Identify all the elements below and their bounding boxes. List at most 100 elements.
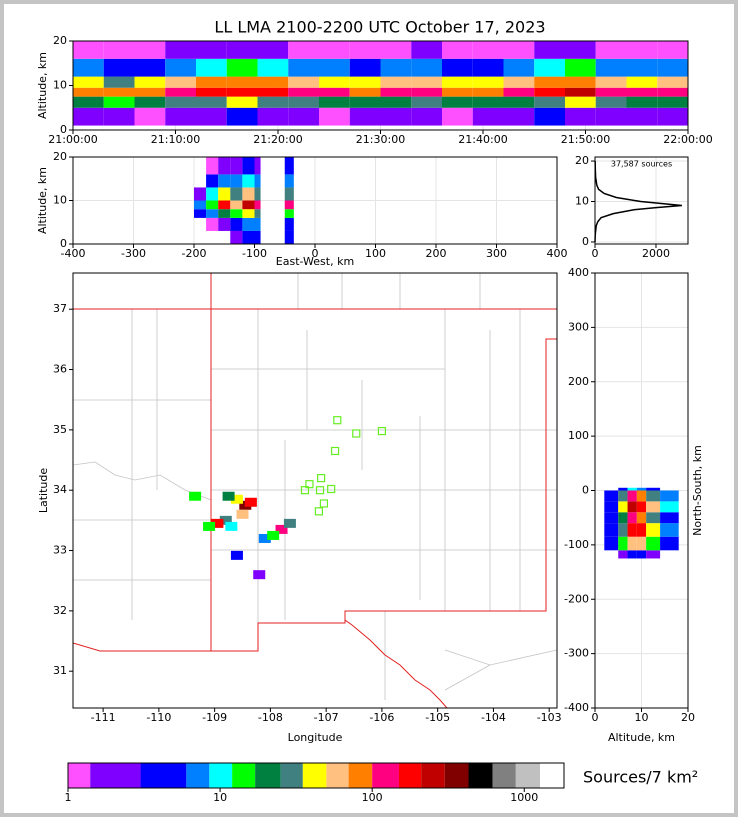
colorbar-segment <box>326 763 349 788</box>
y-tick-label: 10 <box>53 194 67 207</box>
density-cell <box>636 550 647 559</box>
density-cell <box>261 174 279 187</box>
density-cell <box>284 187 294 201</box>
density-cell <box>206 231 218 244</box>
density-cell <box>646 512 661 524</box>
density-cell <box>218 231 230 244</box>
density-cell <box>595 41 627 59</box>
x-tick-label: 21:40:00 <box>458 133 507 146</box>
x-axis-label: East-West, km <box>276 255 354 268</box>
density-point <box>230 494 243 504</box>
density-cell <box>257 96 289 108</box>
axes-frame <box>67 762 565 789</box>
colorbar-segment <box>90 763 141 788</box>
density-cell <box>284 230 294 244</box>
y-tick-label: 20 <box>53 34 67 47</box>
x-tick-label: 1000 <box>510 791 538 804</box>
density-cell <box>349 87 381 97</box>
x-tick-label: 2000 <box>642 247 670 260</box>
density-cell <box>442 41 473 59</box>
density-cell <box>595 87 627 97</box>
density-point <box>189 491 202 501</box>
density-cell <box>194 218 206 231</box>
y-tick-label: 36 <box>53 363 67 376</box>
y-tick-label: -200 <box>564 592 589 605</box>
density-cell <box>254 187 261 201</box>
rio-grande <box>344 619 448 708</box>
density-cell <box>226 87 258 97</box>
station <box>305 480 314 489</box>
density-cell <box>618 490 628 502</box>
map-base <box>73 273 557 708</box>
density-cell <box>279 174 285 187</box>
colorbar-segment <box>209 763 233 788</box>
density-cell <box>349 76 381 88</box>
x-tick-label: -103 <box>537 711 562 724</box>
density-cell <box>380 107 412 126</box>
density-cell <box>627 512 637 524</box>
axes-frame <box>594 156 689 245</box>
density-cell <box>261 231 279 244</box>
density-cell <box>646 523 661 537</box>
density-cell <box>242 217 255 231</box>
y-axis-label: Altitude, km <box>36 167 49 234</box>
density-point <box>211 518 224 528</box>
density-cell <box>565 87 596 97</box>
density-cell <box>279 187 285 200</box>
y-tick-label: 20 <box>53 150 67 163</box>
density-cell <box>349 41 381 59</box>
density-cell <box>534 96 565 108</box>
density-cell <box>206 174 219 188</box>
y-tick-label: 20 <box>575 154 589 167</box>
density-cell <box>442 58 473 77</box>
y-tick-label: 200 <box>568 375 589 388</box>
density-cell <box>194 200 207 210</box>
density-cell <box>194 231 206 244</box>
density-cell <box>230 187 243 201</box>
density-cell <box>565 76 596 88</box>
density-cell <box>242 209 255 218</box>
density-cell <box>257 107 289 126</box>
y-tick-label: 33 <box>53 544 67 557</box>
density-cell <box>604 550 618 558</box>
x-tick-label: -108 <box>258 711 283 724</box>
density-cell <box>565 96 596 108</box>
density-cell <box>73 107 104 126</box>
density-point <box>225 521 238 531</box>
density-cell <box>288 107 319 126</box>
density-point <box>283 518 296 528</box>
density-cell <box>503 41 535 59</box>
density-cell <box>103 76 135 88</box>
density-cell <box>279 231 285 244</box>
density-cell <box>411 76 442 88</box>
density-cell <box>636 487 647 491</box>
density-cell <box>261 201 279 210</box>
density-cell <box>646 501 661 513</box>
density-cell <box>565 107 596 126</box>
profile-line <box>594 161 682 243</box>
density-cell <box>534 76 565 88</box>
x-tick-label: -111 <box>91 711 116 724</box>
density-cell <box>134 87 166 97</box>
density-cell <box>380 87 412 97</box>
density-cell <box>534 41 565 59</box>
colorbar-label: Sources/7 km² <box>583 768 698 787</box>
density-cell <box>660 490 679 502</box>
axes-frame <box>72 272 558 709</box>
station <box>317 474 326 483</box>
y-tick-label: 32 <box>53 604 67 617</box>
station <box>352 429 361 438</box>
x-tick-label: -105 <box>425 711 450 724</box>
density-cell <box>411 96 442 108</box>
density-cell <box>73 96 104 108</box>
density-cell <box>218 200 231 210</box>
density-point <box>253 570 266 580</box>
density-cell <box>636 523 647 537</box>
density-cell <box>165 41 196 59</box>
density-cell <box>319 107 350 126</box>
density-cell <box>646 490 661 502</box>
density-cell <box>284 209 294 218</box>
x-axis-label: Longitude <box>288 731 343 744</box>
density-cell <box>349 96 381 108</box>
y-tick-label: 0 <box>582 484 589 497</box>
